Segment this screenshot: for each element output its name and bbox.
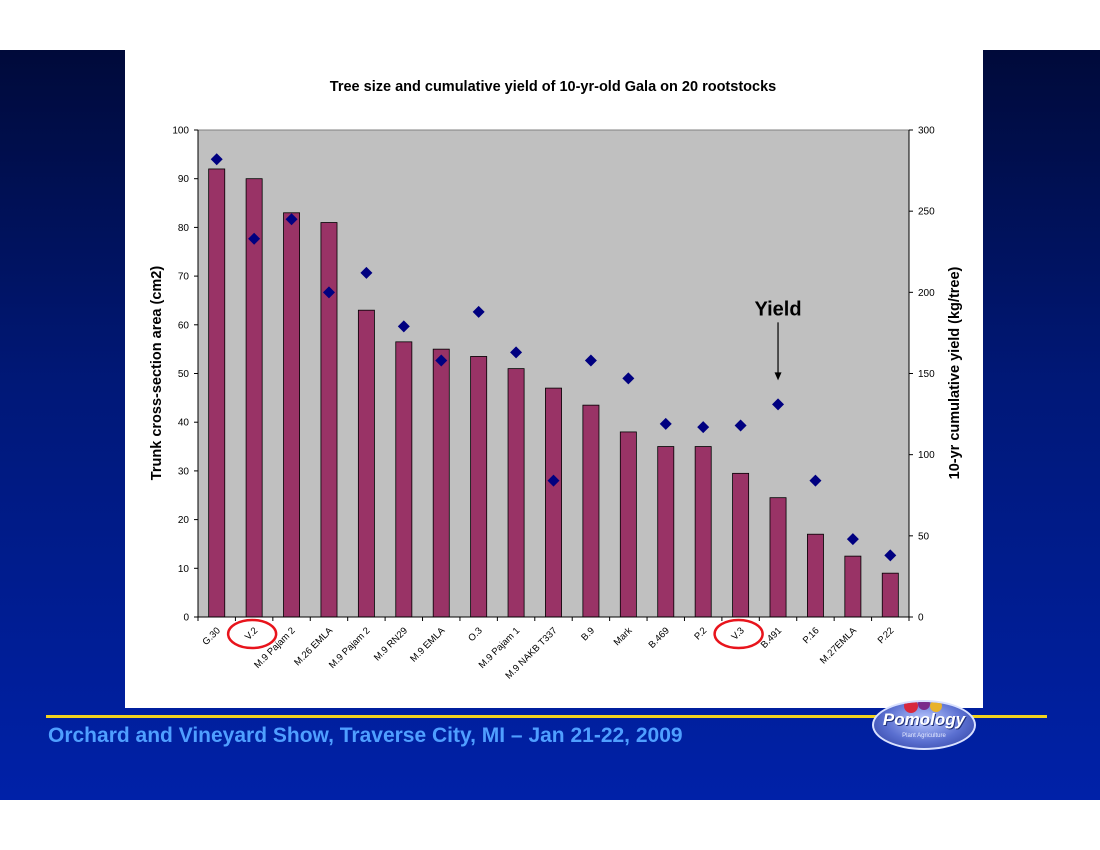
yield-point <box>360 266 373 279</box>
logo-title: Pomology <box>882 710 966 729</box>
fruit-icon <box>918 702 930 710</box>
bars-layer <box>208 168 899 618</box>
y2-tick-label: 200 <box>918 288 935 299</box>
bar <box>395 341 413 618</box>
bar <box>844 555 862 618</box>
yield-point <box>809 474 822 487</box>
bar <box>769 497 787 618</box>
x-tick-label: V.2 <box>243 625 260 642</box>
y-tick-label: 40 <box>178 418 190 429</box>
footer-caption: Orchard and Vineyard Show, Traverse City… <box>48 724 683 747</box>
logo-subtitle: Plant Agriculture <box>902 733 946 739</box>
fruit-icon <box>904 702 918 713</box>
chart-title: Tree size and cumulative yield of 10-yr-… <box>330 79 776 95</box>
yield-point <box>285 213 298 226</box>
bar-chart: Tree size and cumulative yield of 10-yr-… <box>149 79 963 682</box>
y2-tick-label: 250 <box>918 207 935 218</box>
y2-tick-label: 0 <box>918 613 924 624</box>
yield-point <box>322 286 335 299</box>
bar <box>619 431 637 618</box>
y-tick-label: 90 <box>178 174 190 185</box>
bar <box>582 404 600 618</box>
yield-point <box>659 417 672 430</box>
bar <box>357 309 375 618</box>
yield-annotation: Yield <box>754 298 801 320</box>
bar <box>545 387 562 618</box>
bar <box>694 446 712 618</box>
bar <box>732 472 750 618</box>
bar <box>283 212 300 618</box>
highlight-circle <box>713 618 764 650</box>
y-tick-label: 30 <box>178 466 190 477</box>
y-tick-label: 20 <box>178 515 190 526</box>
y-tick-label: 80 <box>178 223 190 234</box>
yield-point <box>547 474 560 487</box>
highlight-circle <box>226 618 278 650</box>
x-tick-label: B.9 <box>579 625 597 643</box>
pomology-logo: Pomology Plant Agriculture <box>872 700 976 750</box>
y2-tick-label: 50 <box>918 531 930 542</box>
bar <box>507 368 525 618</box>
footer-divider <box>46 715 1047 718</box>
x-tick-label: M.27EMLA <box>818 625 859 666</box>
x-tick-label: P.2 <box>692 625 709 642</box>
bar <box>320 222 338 618</box>
yield-point <box>772 398 785 411</box>
points-layer <box>210 153 897 562</box>
bar <box>657 446 675 618</box>
x-tick-label: V.3 <box>729 625 746 642</box>
y-tick-label: 0 <box>183 613 189 624</box>
bar <box>881 572 899 618</box>
yield-point <box>584 354 597 367</box>
y2-axis-label: 10-yr cumulative yield (kg/tree) <box>947 266 963 479</box>
x-tick-label: O.3 <box>466 625 485 644</box>
yield-point <box>435 354 448 367</box>
yield-point <box>846 533 859 546</box>
x-tick-label: P.16 <box>801 625 822 646</box>
x-tick-label: G.30 <box>200 625 222 647</box>
yield-point <box>248 232 261 245</box>
x-tick-label: Mark <box>612 625 635 648</box>
yield-point <box>884 549 897 562</box>
yield-point <box>510 346 523 359</box>
yield-point <box>472 305 485 318</box>
y2-tick-label: 150 <box>918 369 935 380</box>
bar <box>807 533 824 618</box>
yield-point <box>622 372 635 385</box>
y-tick-label: 50 <box>178 369 190 380</box>
y-tick-label: 100 <box>172 126 189 137</box>
y-tick-label: 10 <box>178 564 190 575</box>
bar <box>470 356 488 618</box>
x-tick-label: M.9 EMLA <box>408 625 448 665</box>
yield-point <box>734 419 747 432</box>
y-tick-label: 70 <box>178 272 190 283</box>
yield-point <box>697 421 710 434</box>
bar <box>432 348 450 618</box>
yield-point <box>397 320 410 333</box>
y2-tick-label: 100 <box>918 450 935 461</box>
fruit-icon <box>930 702 942 712</box>
yield-arrowhead <box>774 372 782 381</box>
y2-tick-label: 300 <box>918 126 935 137</box>
yield-point <box>210 153 223 166</box>
x-tick-label: P.22 <box>876 625 897 646</box>
y-axis-label: Trunk cross-section area (cm2) <box>149 266 165 481</box>
axes-layer <box>194 129 913 621</box>
x-tick-label: M.9 RN29 <box>372 625 410 663</box>
bar <box>208 168 226 618</box>
y-tick-label: 60 <box>178 320 190 331</box>
x-tick-label: B.469 <box>647 625 672 650</box>
